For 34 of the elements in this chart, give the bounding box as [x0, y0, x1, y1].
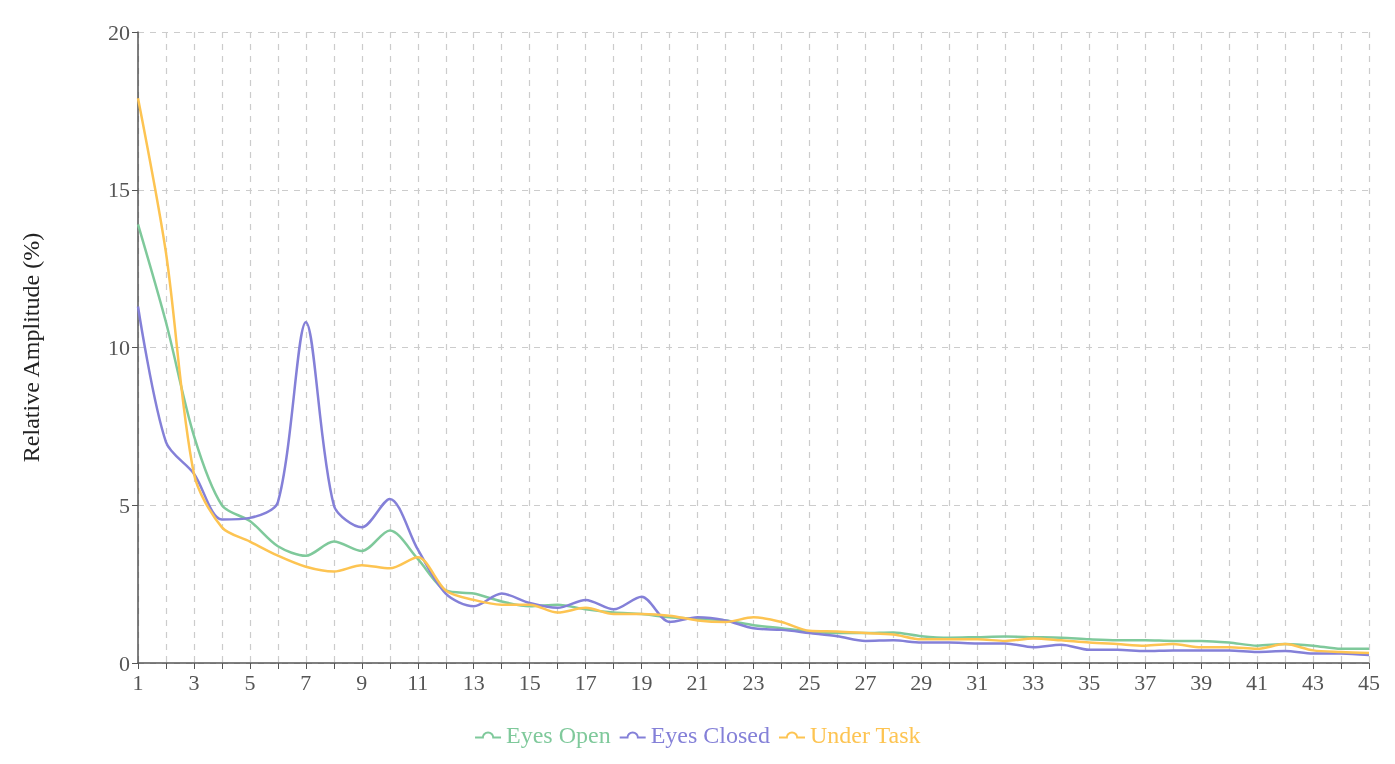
x-tick-label: 7 — [300, 669, 312, 695]
y-tick-label: 15 — [108, 177, 130, 203]
x-tick-label: 33 — [1022, 669, 1045, 695]
legend-label: Eyes Open — [506, 722, 611, 748]
x-tick-label: 19 — [630, 669, 653, 695]
legend-label: Eyes Closed — [650, 722, 771, 748]
line-series — [136, 97, 1371, 655]
x-tick-label: 5 — [244, 669, 256, 695]
x-tick-label: 31 — [966, 669, 989, 695]
x-tick-label: 23 — [742, 669, 765, 695]
x-tick-label: 37 — [1134, 669, 1157, 695]
line-series — [136, 305, 1371, 657]
legend-label: Under Task — [810, 722, 921, 748]
x-tick-label: 1 — [132, 669, 144, 695]
y-tick-label: 5 — [119, 492, 130, 518]
x-tick-label: 27 — [854, 669, 877, 695]
x-tick-label: 39 — [1190, 669, 1213, 695]
y-tick-label: 0 — [119, 650, 130, 676]
x-tick-label: 3 — [188, 669, 200, 695]
y-tick-label: 10 — [108, 335, 130, 360]
x-tick-label: 17 — [574, 669, 597, 695]
x-tick-label: 21 — [686, 669, 709, 695]
x-tick-label: 43 — [1302, 669, 1325, 695]
x-tick-label: 25 — [798, 669, 821, 695]
x-tick-label: 29 — [910, 669, 933, 695]
x-tick-label: 35 — [1078, 669, 1101, 695]
x-tick-label: 11 — [407, 669, 429, 695]
y-axis-title: Relative Amplitude (%) — [18, 232, 44, 463]
x-tick-label: 9 — [356, 669, 368, 695]
x-tick-label: 13 — [462, 669, 485, 695]
y-tick-label: 20 — [108, 19, 130, 45]
x-tick-label: 45 — [1358, 669, 1380, 695]
x-tick-label: 15 — [518, 669, 541, 695]
x-tick-label: 41 — [1246, 669, 1269, 695]
